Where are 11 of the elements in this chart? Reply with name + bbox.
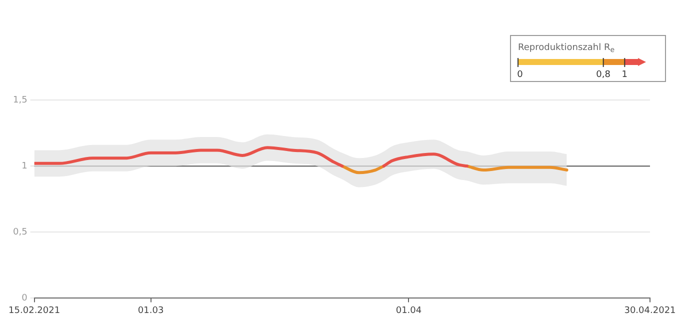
x-tick-label: 30.04.2021 <box>624 306 676 316</box>
x-tick-label: 01.04 <box>396 306 422 316</box>
x-tick-label: 01.03 <box>138 306 164 316</box>
color-bar-label: 1 <box>622 70 628 80</box>
y-tick-label: 1 <box>22 161 28 172</box>
color-bar-label: 0 <box>517 70 524 80</box>
y-tick-label: 0,5 <box>12 227 28 238</box>
x-tick-label: 15.02.2021 <box>8 306 60 316</box>
color-bar-label: 0,8 <box>596 70 611 80</box>
y-tick-label: 0 <box>22 294 28 304</box>
y-tick-label: 1,5 <box>12 95 28 106</box>
